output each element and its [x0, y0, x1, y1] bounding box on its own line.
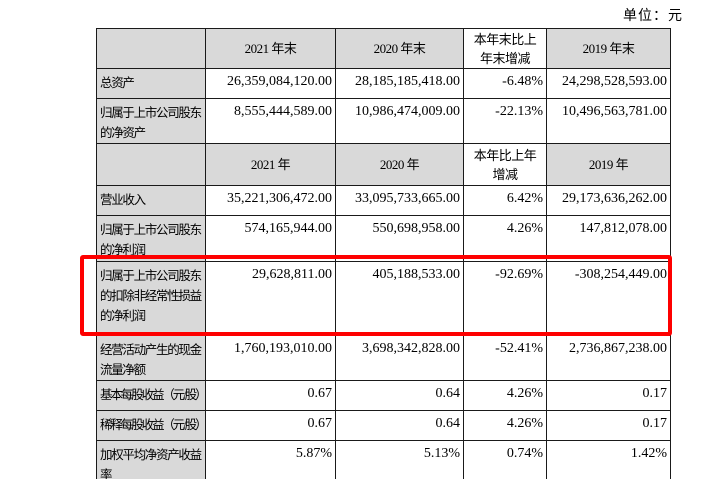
- table-row-operating-cash-flow: 经营活动产生的现金流量净额 1,760,193,010.00 3,698,342…: [96, 335, 671, 381]
- cell-value: 2,736,867,238.00: [546, 335, 671, 381]
- cell-value: 10,986,474,009.00: [335, 98, 464, 144]
- cell-value: -6.48%: [463, 68, 547, 99]
- row-label: 经营活动产生的现金流量净额: [96, 335, 206, 381]
- cell-value: 26,359,084,120.00: [205, 68, 336, 99]
- header-corner-cell: [96, 143, 206, 186]
- cell-value: 33,095,733,665.00: [335, 185, 464, 216]
- cell-value: 28,185,185,418.00: [335, 68, 464, 99]
- row-label: 加权平均净资产收益率: [96, 440, 206, 479]
- cell-value: 0.17: [546, 410, 671, 441]
- header-2020-yearend: 2020 年末: [335, 28, 464, 69]
- row-label: 基本每股收益（元/股）: [96, 380, 206, 411]
- row-label: 归属于上市公司股东的扣除非经常性损益的净利润: [96, 261, 206, 336]
- row-label: 归属于上市公司股东的净利润: [96, 215, 206, 262]
- table-header-row-annual: 2021 年 2020 年 本年比上年增减 2019 年: [96, 143, 671, 186]
- header-2021: 2021 年: [205, 143, 336, 186]
- financial-summary-table: 2021 年末 2020 年末 本年末比上年末增减 2019 年末 总资产 26…: [96, 28, 671, 479]
- cell-value: 574,165,944.00: [205, 215, 336, 262]
- table-row-weighted-avg-roe: 加权平均净资产收益率 5.87% 5.13% 0.74% 1.42%: [96, 440, 671, 479]
- cell-value: 4.26%: [463, 215, 547, 262]
- cell-value: 10,496,563,781.00: [546, 98, 671, 144]
- row-label: 归属于上市公司股东的净资产: [96, 98, 206, 144]
- table-row-total-assets: 总资产 26,359,084,120.00 28,185,185,418.00 …: [96, 68, 671, 99]
- cell-value: 8,555,444,589.00: [205, 98, 336, 144]
- header-2019: 2019 年: [546, 143, 671, 186]
- cell-value: 6.42%: [463, 185, 547, 216]
- header-2019-yearend: 2019 年末: [546, 28, 671, 69]
- cell-value: -52.41%: [463, 335, 547, 381]
- cell-value: 0.17: [546, 380, 671, 411]
- cell-value: 5.87%: [205, 440, 336, 479]
- cell-value: -92.69%: [463, 261, 547, 336]
- table-row-basic-eps: 基本每股收益（元/股） 0.67 0.64 4.26% 0.17: [96, 380, 671, 411]
- cell-value: 29,628,811.00: [205, 261, 336, 336]
- table-row-net-profit: 归属于上市公司股东的净利润 574,165,944.00 550,698,958…: [96, 215, 671, 262]
- cell-value: -22.13%: [463, 98, 547, 144]
- cell-value: 35,221,306,472.00: [205, 185, 336, 216]
- cell-value: 0.67: [205, 410, 336, 441]
- cell-value: 147,812,078.00: [546, 215, 671, 262]
- header-2021-yearend: 2021 年末: [205, 28, 336, 69]
- cell-value: 4.26%: [463, 380, 547, 411]
- cell-value: 5.13%: [335, 440, 464, 479]
- table-header-row: 2021 年末 2020 年末 本年末比上年末增减 2019 年末: [96, 28, 671, 69]
- header-2020: 2020 年: [335, 143, 464, 186]
- cell-value: 550,698,958.00: [335, 215, 464, 262]
- cell-value: -308,254,449.00: [546, 261, 671, 336]
- cell-value: 0.64: [335, 380, 464, 411]
- table-row-diluted-eps: 稀释每股收益（元/股） 0.67 0.64 4.26% 0.17: [96, 410, 671, 441]
- cell-value: 1.42%: [546, 440, 671, 479]
- row-label: 总资产: [96, 68, 206, 99]
- row-label: 稀释每股收益（元/股）: [96, 410, 206, 441]
- cell-value: 0.74%: [463, 440, 547, 479]
- cell-value: 3,698,342,828.00: [335, 335, 464, 381]
- cell-value: 4.26%: [463, 410, 547, 441]
- header-yoy-yearend-change: 本年末比上年末增减: [463, 28, 547, 69]
- header-yoy-change: 本年比上年增减: [463, 143, 547, 186]
- cell-value: 24,298,528,593.00: [546, 68, 671, 99]
- cell-value: 405,188,533.00: [335, 261, 464, 336]
- table-row-deducted-net-profit: 归属于上市公司股东的扣除非经常性损益的净利润 29,628,811.00 405…: [96, 261, 671, 336]
- header-corner-cell: [96, 28, 206, 69]
- cell-value: 29,173,636,262.00: [546, 185, 671, 216]
- table-row-net-assets: 归属于上市公司股东的净资产 8,555,444,589.00 10,986,47…: [96, 98, 671, 144]
- cell-value: 0.64: [335, 410, 464, 441]
- table-row-revenue: 营业收入 35,221,306,472.00 33,095,733,665.00…: [96, 185, 671, 216]
- unit-label: 单位：元: [623, 9, 683, 24]
- cell-value: 1,760,193,010.00: [205, 335, 336, 381]
- row-label: 营业收入: [96, 185, 206, 216]
- cell-value: 0.67: [205, 380, 336, 411]
